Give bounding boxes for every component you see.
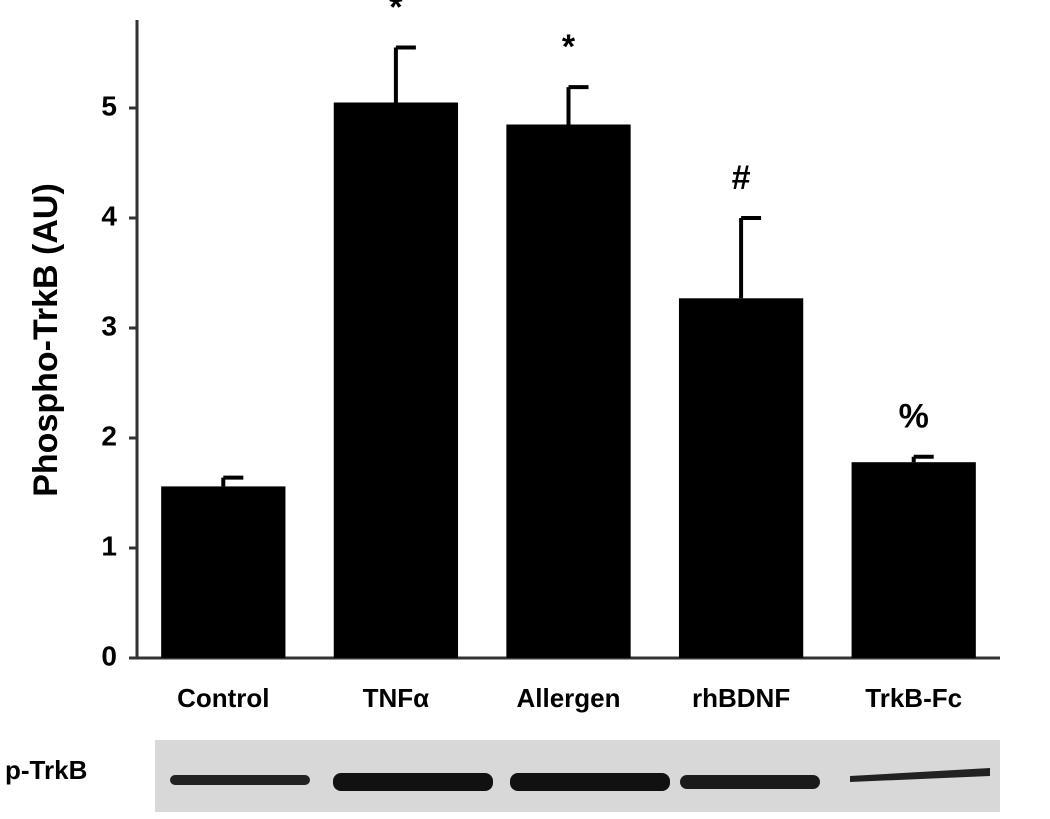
blot-band (680, 775, 820, 789)
blot-band (510, 773, 670, 791)
annotation: # (732, 159, 751, 197)
bar (506, 124, 631, 658)
y-tick-label: 3 (101, 310, 117, 341)
x-tick-label: rhBDNF (692, 683, 790, 713)
blot-band (170, 775, 310, 785)
blot-band (850, 768, 990, 782)
error-bar (393, 45, 416, 103)
error-bar (739, 216, 762, 299)
y-tick-label: 0 (101, 640, 117, 671)
annotation: * (389, 0, 403, 26)
y-tick-label: 2 (101, 420, 117, 451)
bar (851, 462, 976, 658)
x-tick-label: TrkB-Fc (865, 683, 962, 713)
x-tick-label: TNFα (363, 683, 430, 713)
blot-label: p-TrkB (5, 755, 87, 785)
x-tick-label: Control (177, 683, 269, 713)
error-bar (221, 475, 244, 487)
bar (678, 298, 804, 658)
error-bar (566, 85, 589, 125)
y-tick-label: 4 (101, 200, 117, 231)
blot-band (333, 773, 493, 791)
annotation: % (899, 398, 929, 436)
y-tick-label: 5 (101, 90, 117, 121)
annotation: * (562, 28, 576, 66)
error-bar (911, 454, 934, 463)
blot (155, 740, 1000, 812)
y-tick-label: 1 (101, 530, 117, 561)
bar (333, 102, 459, 658)
y-axis-label: Phospho-TrkB (AU) (27, 183, 65, 497)
bar (161, 486, 286, 658)
x-tick-label: Allergen (516, 683, 620, 713)
